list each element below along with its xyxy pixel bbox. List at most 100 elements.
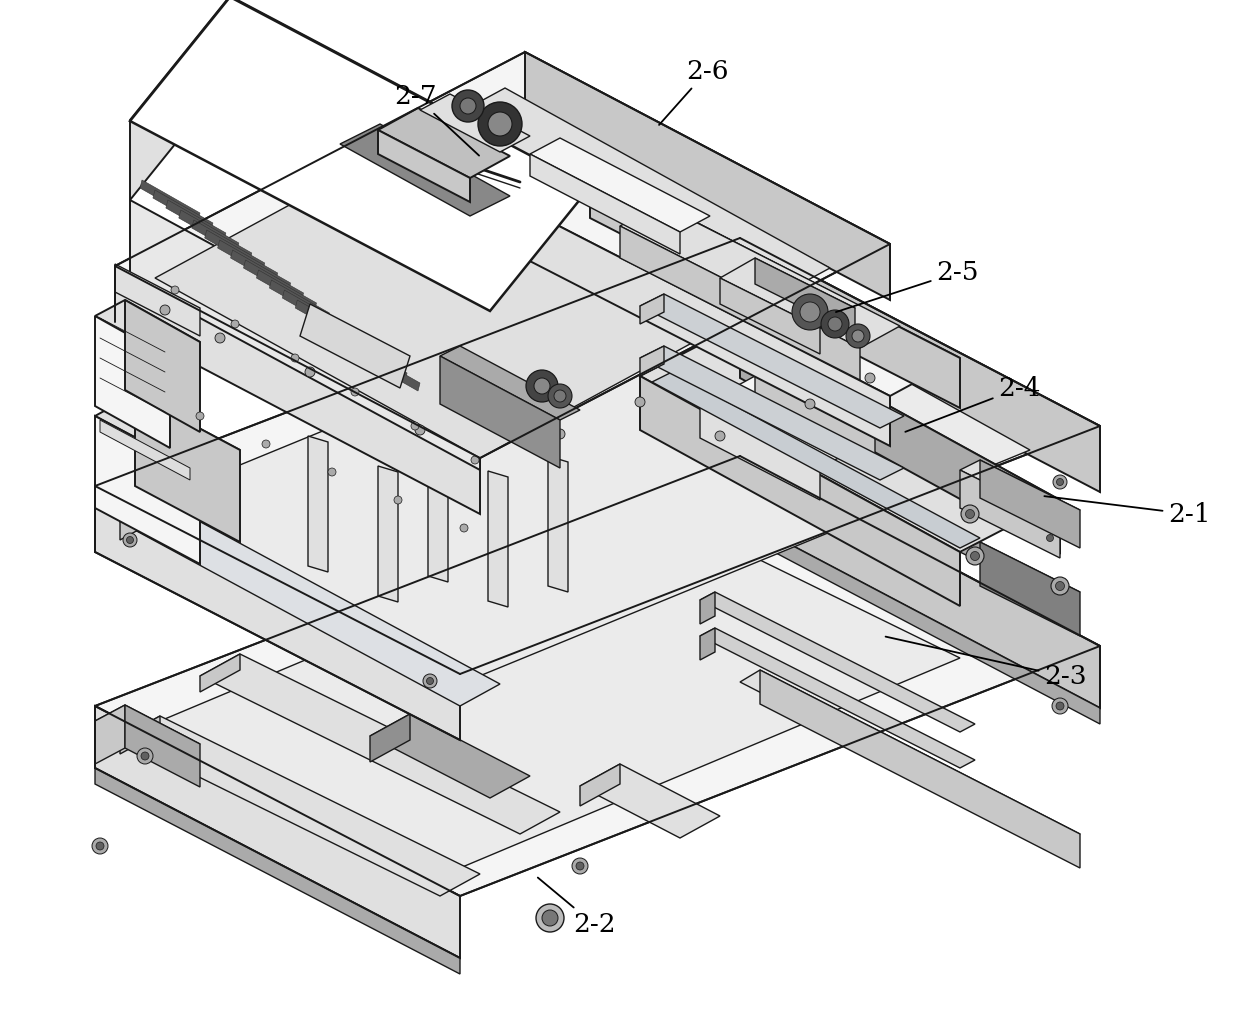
Polygon shape [115, 266, 480, 514]
Circle shape [828, 317, 842, 331]
Circle shape [961, 505, 980, 523]
Circle shape [556, 429, 565, 439]
Polygon shape [720, 258, 856, 328]
Polygon shape [130, 200, 480, 470]
Polygon shape [115, 264, 200, 336]
Polygon shape [309, 310, 368, 351]
Circle shape [1043, 531, 1056, 545]
Circle shape [394, 496, 402, 504]
Circle shape [526, 370, 558, 402]
Circle shape [1053, 475, 1066, 489]
Polygon shape [580, 764, 720, 838]
Circle shape [136, 748, 153, 764]
Text: 2-6: 2-6 [658, 59, 728, 125]
Polygon shape [229, 0, 590, 266]
Polygon shape [590, 168, 960, 408]
Circle shape [821, 310, 849, 338]
Polygon shape [620, 226, 861, 380]
Polygon shape [243, 260, 304, 301]
Circle shape [805, 399, 815, 409]
Polygon shape [347, 340, 407, 381]
Polygon shape [440, 346, 580, 420]
Polygon shape [640, 346, 904, 480]
Polygon shape [283, 290, 342, 331]
Circle shape [572, 858, 588, 874]
Circle shape [477, 102, 522, 146]
Polygon shape [231, 250, 290, 291]
Polygon shape [701, 592, 975, 732]
Circle shape [800, 302, 820, 322]
Polygon shape [308, 436, 329, 572]
Circle shape [351, 388, 360, 396]
Polygon shape [701, 406, 820, 500]
Polygon shape [192, 220, 252, 261]
Polygon shape [321, 320, 381, 361]
Polygon shape [701, 628, 715, 660]
Polygon shape [701, 628, 975, 768]
Polygon shape [370, 714, 410, 762]
Polygon shape [701, 592, 715, 624]
Circle shape [846, 324, 870, 348]
Polygon shape [370, 714, 529, 798]
Circle shape [262, 440, 270, 448]
Polygon shape [960, 460, 1080, 520]
Circle shape [542, 910, 558, 926]
Polygon shape [378, 130, 470, 202]
Polygon shape [525, 52, 890, 300]
Polygon shape [334, 330, 394, 371]
Polygon shape [95, 456, 1100, 896]
Polygon shape [980, 542, 1080, 636]
Circle shape [126, 536, 134, 544]
Polygon shape [740, 456, 1100, 708]
Polygon shape [640, 294, 904, 428]
Polygon shape [420, 94, 529, 152]
Polygon shape [755, 258, 856, 334]
Circle shape [715, 431, 725, 441]
Polygon shape [295, 300, 356, 341]
Polygon shape [95, 238, 1100, 674]
Circle shape [460, 524, 467, 532]
Circle shape [792, 294, 828, 330]
Circle shape [1052, 577, 1069, 595]
Polygon shape [95, 705, 125, 764]
Polygon shape [489, 471, 508, 607]
Circle shape [966, 509, 975, 518]
Polygon shape [520, 168, 960, 396]
Polygon shape [580, 764, 620, 806]
Polygon shape [378, 466, 398, 602]
Circle shape [1056, 479, 1064, 486]
Circle shape [548, 384, 572, 408]
Polygon shape [95, 706, 460, 958]
Polygon shape [640, 346, 663, 376]
Circle shape [196, 412, 205, 420]
Circle shape [415, 425, 425, 435]
Circle shape [966, 547, 985, 565]
Polygon shape [428, 446, 448, 582]
Polygon shape [440, 356, 560, 468]
Circle shape [453, 90, 484, 122]
Circle shape [635, 397, 645, 407]
Polygon shape [130, 0, 590, 311]
Circle shape [852, 330, 864, 342]
Polygon shape [980, 460, 1080, 548]
Polygon shape [960, 470, 1060, 558]
Circle shape [1056, 702, 1064, 710]
Polygon shape [640, 324, 1060, 552]
Circle shape [971, 552, 980, 561]
Polygon shape [115, 52, 890, 458]
Circle shape [92, 838, 108, 854]
Polygon shape [179, 210, 239, 251]
Circle shape [577, 862, 584, 870]
Polygon shape [100, 420, 190, 480]
Polygon shape [95, 705, 200, 760]
Polygon shape [140, 272, 1030, 684]
Polygon shape [120, 500, 160, 539]
Circle shape [423, 674, 436, 688]
Polygon shape [720, 278, 820, 354]
Circle shape [215, 333, 224, 343]
Circle shape [536, 904, 564, 932]
Text: 2-2: 2-2 [538, 878, 615, 937]
Circle shape [485, 395, 495, 405]
Polygon shape [135, 394, 241, 542]
Polygon shape [155, 88, 830, 458]
